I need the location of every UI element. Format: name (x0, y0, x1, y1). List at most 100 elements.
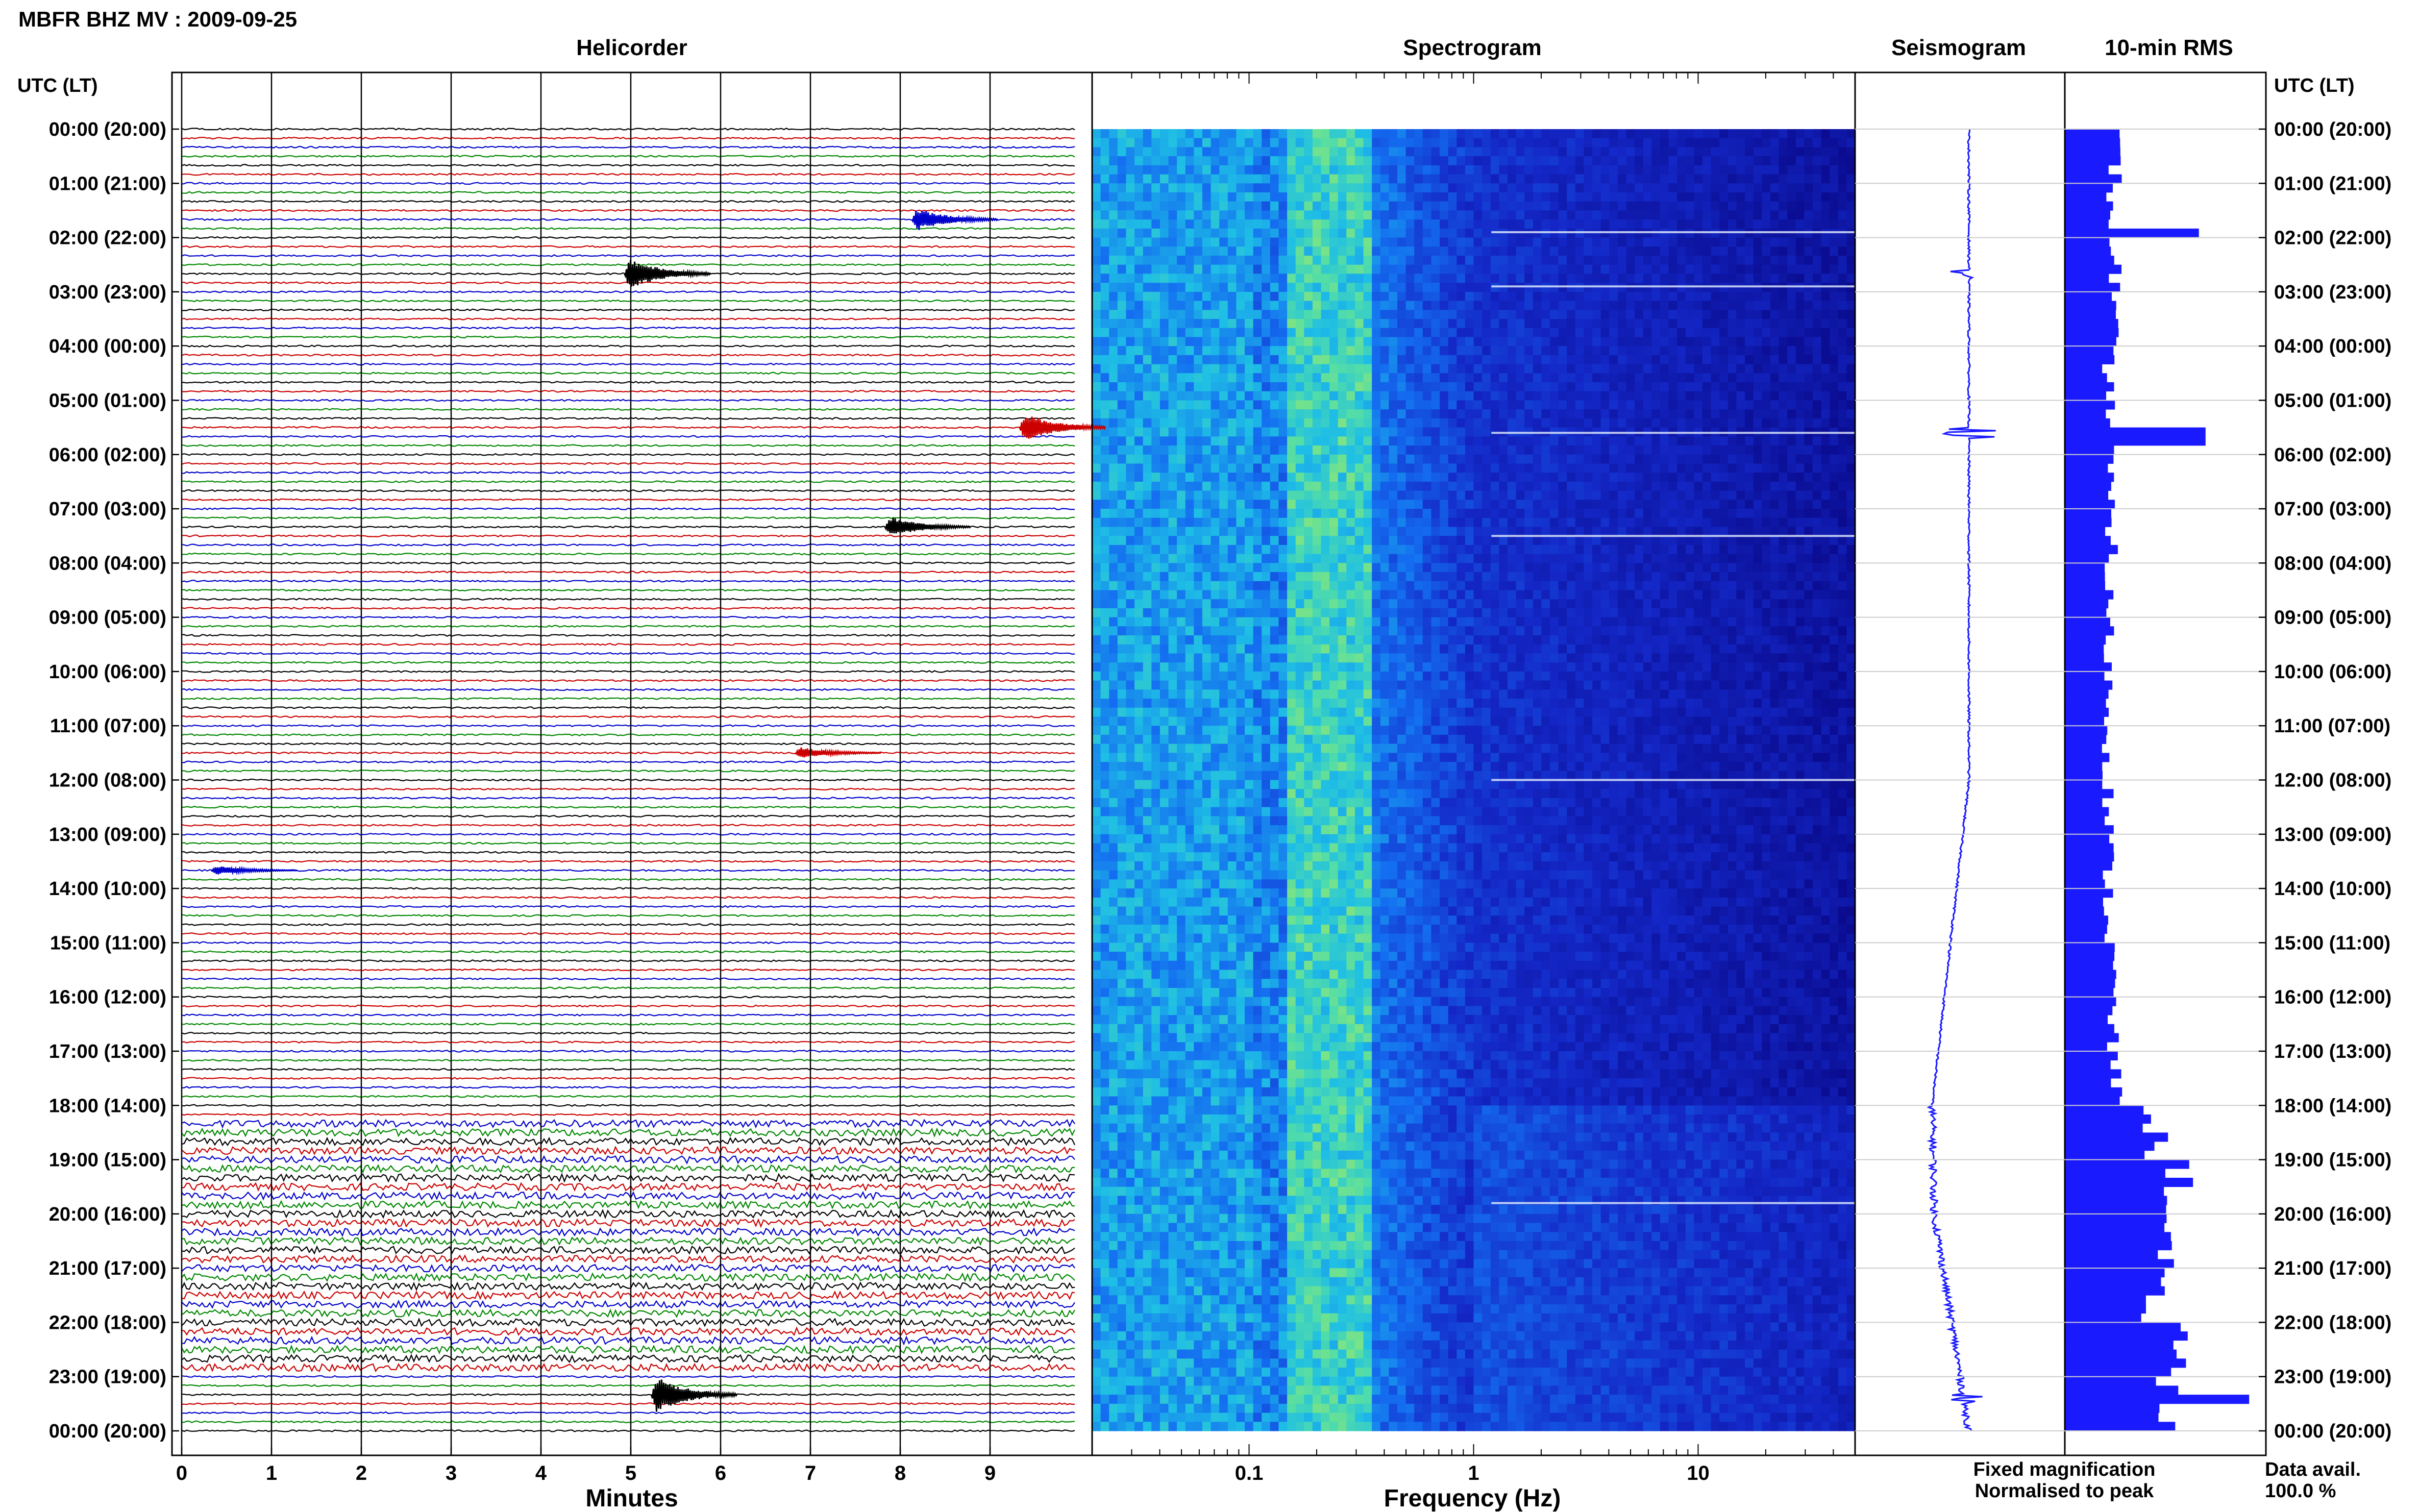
spectrogram-cell (1109, 608, 1118, 618)
spectrogram-cell (1550, 490, 1559, 500)
spectrogram-cell (1405, 436, 1415, 446)
spectrogram-cell (1329, 319, 1339, 329)
spectrogram-cell (1177, 500, 1186, 509)
spectrogram-cell (1380, 355, 1389, 365)
spectrogram-cell (1389, 436, 1398, 446)
spectrogram-cell (1457, 237, 1466, 247)
spectrogram-cell (1465, 536, 1474, 546)
spectrogram-cell (1278, 364, 1288, 374)
spectrogram-cell (1465, 590, 1474, 600)
spectrogram-cell (1372, 608, 1381, 618)
spectrogram-cell (1236, 174, 1245, 184)
spectrogram-cell (1694, 301, 1703, 310)
spectrogram-cell (1422, 473, 1431, 482)
spectrogram-cell (1151, 544, 1161, 555)
spectrogram-cell (1516, 563, 1525, 573)
spectrogram-cell (1567, 599, 1576, 609)
spectrogram-cell (1787, 183, 1796, 193)
spectrogram-cell (1177, 626, 1186, 636)
spectrogram-cell (1448, 473, 1457, 482)
spectrogram-cell (1575, 237, 1584, 247)
spectrogram-cell (1380, 201, 1389, 211)
spectrogram-cell (1287, 563, 1296, 573)
spectrogram-cell (1753, 183, 1762, 193)
spectrogram-cell (1490, 319, 1499, 329)
spectrogram-cell (1159, 590, 1169, 600)
spectrogram-cell (1719, 544, 1729, 555)
spectrogram-cell (1719, 554, 1729, 563)
spectrogram-cell (1219, 590, 1228, 600)
spectrogram-cell (1422, 391, 1431, 401)
spectrogram-cell (1770, 463, 1780, 473)
spectrogram-cell (1227, 183, 1237, 193)
spectrogram-cell (1473, 274, 1483, 283)
spectrogram-cell (1245, 527, 1254, 536)
spectrogram-cell (1143, 138, 1152, 147)
spectrogram-cell (1770, 481, 1780, 491)
spectrogram-cell (1219, 572, 1228, 582)
spectrogram-cell (1584, 192, 1593, 202)
spectrogram-cell (1304, 536, 1313, 546)
spectrogram-cell (1617, 319, 1627, 329)
spectrogram-cell (1702, 138, 1712, 147)
spectrogram-cell (1745, 165, 1754, 175)
spectrogram-cell (1592, 138, 1601, 147)
spectrogram-cell (1338, 554, 1347, 563)
spectrogram-cell (1363, 201, 1372, 211)
spectrogram-cell (1440, 355, 1449, 365)
spectrogram-cell (1685, 291, 1694, 302)
spectrogram-cell (1134, 473, 1144, 482)
spectrogram-cell (1389, 527, 1398, 536)
spectrogram-cell (1389, 237, 1398, 247)
spectrogram-cell (1092, 237, 1101, 247)
spectrogram-cell (1159, 319, 1169, 329)
spectrogram-cell (1134, 129, 1144, 139)
spectrogram-cell (1245, 454, 1254, 464)
utc-label-right: UTC (LT) (2274, 75, 2355, 96)
spectrogram-cell (1227, 500, 1237, 509)
spectrogram-cell (1354, 500, 1364, 509)
spectrogram-cell (1550, 165, 1559, 175)
spectrogram-cell (1134, 445, 1144, 455)
spectrogram-cell (1482, 517, 1491, 528)
spectrogram-cell (1643, 301, 1652, 310)
spectrogram-cell (1287, 228, 1296, 238)
spectrogram-cell (1795, 617, 1805, 627)
spectrogram-cell (1660, 256, 1669, 265)
spectrogram-cell (1575, 382, 1584, 392)
spectrogram-cell (1600, 454, 1610, 464)
spectrogram-cell (1329, 473, 1339, 482)
spectrogram-cell (1126, 237, 1135, 247)
spectrogram-cell (1558, 527, 1567, 536)
spectrogram-cell (1617, 364, 1627, 374)
spectrogram-cell (1185, 237, 1194, 247)
spectrogram-cell (1177, 301, 1186, 310)
spectrogram-cell (1372, 264, 1381, 274)
spectrogram-cell (1592, 517, 1601, 528)
spectrogram-cell (1329, 463, 1339, 473)
spectrogram-cell (1821, 219, 1830, 229)
spectrogram-cell (1143, 517, 1152, 528)
spectrogram-cell (1227, 608, 1237, 618)
spectrogram-cell (1702, 319, 1712, 329)
spectrogram-cell (1287, 554, 1296, 563)
spectrogram-cell (1363, 301, 1372, 310)
spectrogram-cell (1100, 490, 1109, 500)
spectrogram-cell (1533, 355, 1542, 365)
spectrogram-cell (1227, 346, 1237, 356)
spectrogram-cell (1151, 590, 1161, 600)
spectrogram-cell (1694, 364, 1703, 374)
spectrogram-cell (1329, 481, 1339, 491)
spectrogram-cell (1440, 590, 1449, 600)
spectrogram-cell (1312, 572, 1322, 582)
spectrogram-cell (1745, 301, 1754, 310)
spectrogram-cell (1245, 364, 1254, 374)
spectrogram-cell (1168, 165, 1177, 175)
spectrogram-cell (1533, 409, 1542, 419)
spectrogram-cell (1287, 500, 1296, 509)
spectrogram-cell (1736, 400, 1745, 410)
spectrogram-cell (1821, 581, 1830, 591)
spectrogram-cell (1600, 473, 1610, 482)
spectrogram-cell (1354, 590, 1364, 600)
spectrogram-cell (1473, 572, 1483, 582)
